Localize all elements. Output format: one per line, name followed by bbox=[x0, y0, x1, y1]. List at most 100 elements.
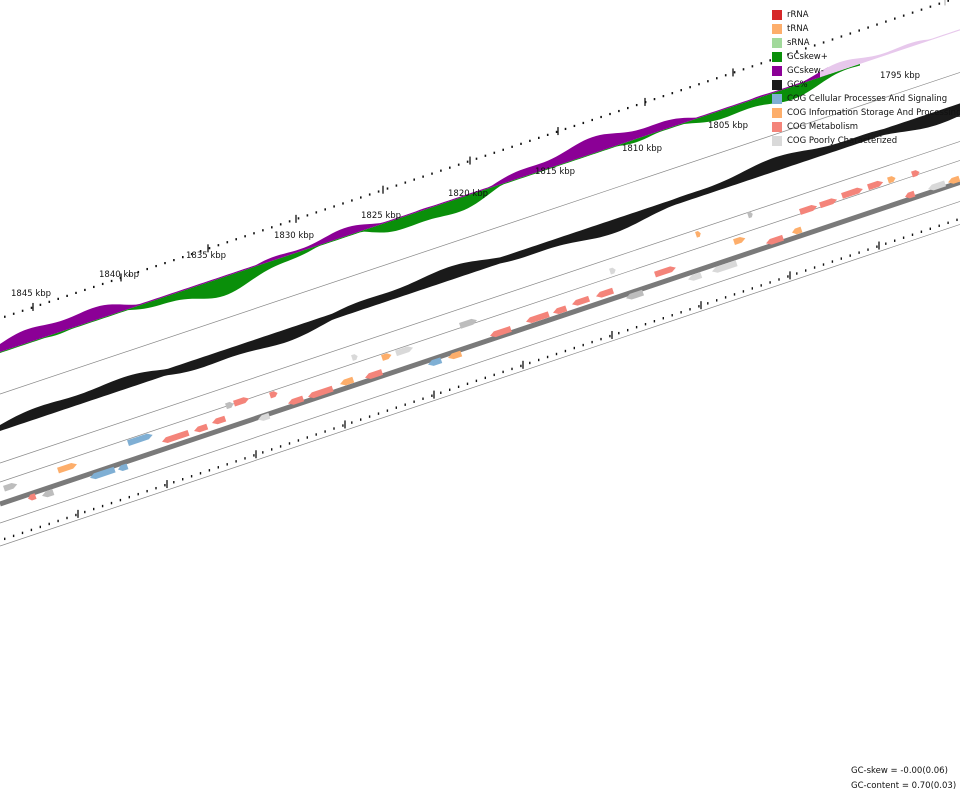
scale-minor-tick bbox=[360, 196, 362, 199]
cog-feature-arrow bbox=[526, 311, 550, 324]
cog-feature-arrow bbox=[490, 326, 512, 338]
scale-minor-tick bbox=[377, 190, 380, 193]
scale-minor-tick bbox=[573, 124, 576, 128]
scale-minor-tick bbox=[12, 312, 15, 315]
cog-feature-arrow bbox=[194, 423, 209, 433]
inner-minor-tick bbox=[208, 469, 211, 472]
scale-minor-tick bbox=[662, 95, 665, 98]
scale-minor-tick bbox=[271, 226, 273, 229]
scale-minor-tick bbox=[93, 285, 95, 289]
scale-minor-tick bbox=[653, 98, 656, 101]
cog-feature bbox=[490, 326, 512, 338]
legend-label: COG Information Storage And Processing bbox=[787, 108, 960, 118]
inner-minor-tick bbox=[449, 388, 451, 391]
cog-feature-arrow bbox=[162, 429, 190, 443]
scale-minor-tick bbox=[4, 315, 6, 318]
inner-minor-tick bbox=[529, 361, 531, 365]
cog-feature-arrow bbox=[553, 305, 568, 315]
scale-minor-tick bbox=[546, 133, 549, 136]
cog-feature-arrow bbox=[428, 357, 443, 366]
cog-feature bbox=[626, 289, 645, 300]
scale-minor-tick bbox=[395, 184, 398, 187]
scale-tick-label: 1825 kbp bbox=[361, 211, 401, 221]
cog-feature bbox=[766, 234, 785, 245]
scale-minor-tick bbox=[110, 279, 113, 283]
cog-feature-arrow bbox=[233, 397, 250, 407]
cog-feature-arrow bbox=[3, 482, 18, 492]
inner-minor-tick bbox=[831, 260, 834, 263]
scale-minor-tick bbox=[858, 29, 860, 32]
inner-minor-tick bbox=[858, 251, 860, 254]
inner-minor-tick bbox=[342, 424, 344, 427]
inner-minor-tick bbox=[787, 275, 789, 278]
scale-minor-tick bbox=[680, 89, 682, 92]
cog-feature bbox=[688, 272, 703, 281]
inner-minor-tick bbox=[689, 308, 691, 311]
cog-feature-arrow bbox=[905, 190, 916, 199]
cog-feature bbox=[928, 180, 947, 191]
legend-label: GCskew- bbox=[787, 66, 824, 76]
cog-feature-arrow bbox=[819, 198, 838, 209]
cog-feature-arrow bbox=[688, 272, 703, 281]
cog-feature-arrow bbox=[766, 234, 785, 245]
scale-minor-tick bbox=[698, 83, 700, 86]
inner-minor-tick bbox=[520, 364, 522, 368]
inner-minor-tick bbox=[146, 489, 148, 493]
inner-minor-tick bbox=[573, 346, 575, 350]
scale-minor-tick bbox=[635, 103, 638, 107]
inner-minor-tick bbox=[12, 534, 15, 538]
inner-minor-tick bbox=[190, 475, 193, 478]
inner-minor-tick bbox=[431, 394, 433, 397]
inner-minor-tick bbox=[75, 513, 77, 517]
cog-feature bbox=[351, 354, 358, 361]
scale-minor-tick bbox=[128, 273, 131, 277]
cog-feature-arrow bbox=[448, 350, 463, 360]
inner-minor-tick bbox=[475, 379, 478, 383]
scale-tick-label: 1805 kbp bbox=[708, 121, 748, 131]
inner-minor-tick bbox=[555, 352, 558, 356]
inner-minor-tick bbox=[742, 290, 745, 293]
scale-minor-tick bbox=[849, 32, 852, 35]
cog-feature-arrow bbox=[596, 287, 615, 298]
legend-swatch-icon bbox=[772, 66, 782, 76]
cog-feature bbox=[911, 170, 920, 178]
gc-skew-negative-area bbox=[0, 67, 830, 352]
inner-minor-tick bbox=[947, 221, 949, 225]
scale-tick-label: 1815 kbp bbox=[535, 167, 575, 177]
cog-feature bbox=[395, 346, 414, 357]
cog-feature-arrow bbox=[712, 260, 738, 273]
scale-minor-tick bbox=[805, 47, 807, 50]
scale-minor-tick bbox=[538, 136, 540, 139]
scale-minor-tick bbox=[627, 106, 629, 110]
inner-minor-tick bbox=[21, 531, 24, 535]
inner-minor-tick bbox=[84, 510, 86, 514]
inner-minor-tick bbox=[324, 430, 326, 433]
inner-minor-tick bbox=[894, 239, 896, 242]
kbp-scale-ruler: 1795 kbp 1805 kbp 1810 kbp 1815 kbp 1820 kbp… bbox=[4, 0, 949, 318]
inner-minor-tick bbox=[591, 340, 593, 344]
scale-minor-tick bbox=[84, 288, 86, 292]
legend: rRNA tRNA sRNA GCskew+ GCskew- GC% COG Cellula… bbox=[772, 8, 960, 148]
inner-minor-tick bbox=[609, 334, 611, 338]
track-guide-line bbox=[0, 72, 960, 395]
track-guide-line bbox=[0, 224, 960, 547]
scale-minor-tick bbox=[253, 232, 255, 235]
scale-minor-tick bbox=[582, 121, 585, 125]
scale-minor-tick bbox=[199, 250, 202, 253]
cog-feature bbox=[841, 187, 863, 199]
inner-minor-tick bbox=[885, 242, 887, 245]
cog-feature-arrow bbox=[212, 415, 227, 425]
cog-feature-arrow bbox=[911, 170, 920, 178]
inner-minor-tick bbox=[493, 373, 495, 377]
cog-feature-arrow bbox=[799, 205, 818, 215]
inner-minor-tick bbox=[351, 421, 353, 424]
scale-minor-tick bbox=[520, 142, 522, 145]
inner-minor-tick bbox=[929, 227, 931, 230]
inner-minor-tick bbox=[671, 314, 673, 317]
scale-minor-tick bbox=[822, 41, 825, 44]
legend-item: COG Cellular Processes And Signaling bbox=[772, 92, 960, 106]
inner-minor-tick bbox=[698, 305, 700, 308]
inner-minor-tick bbox=[805, 269, 807, 272]
scale-minor-tick bbox=[244, 235, 246, 238]
